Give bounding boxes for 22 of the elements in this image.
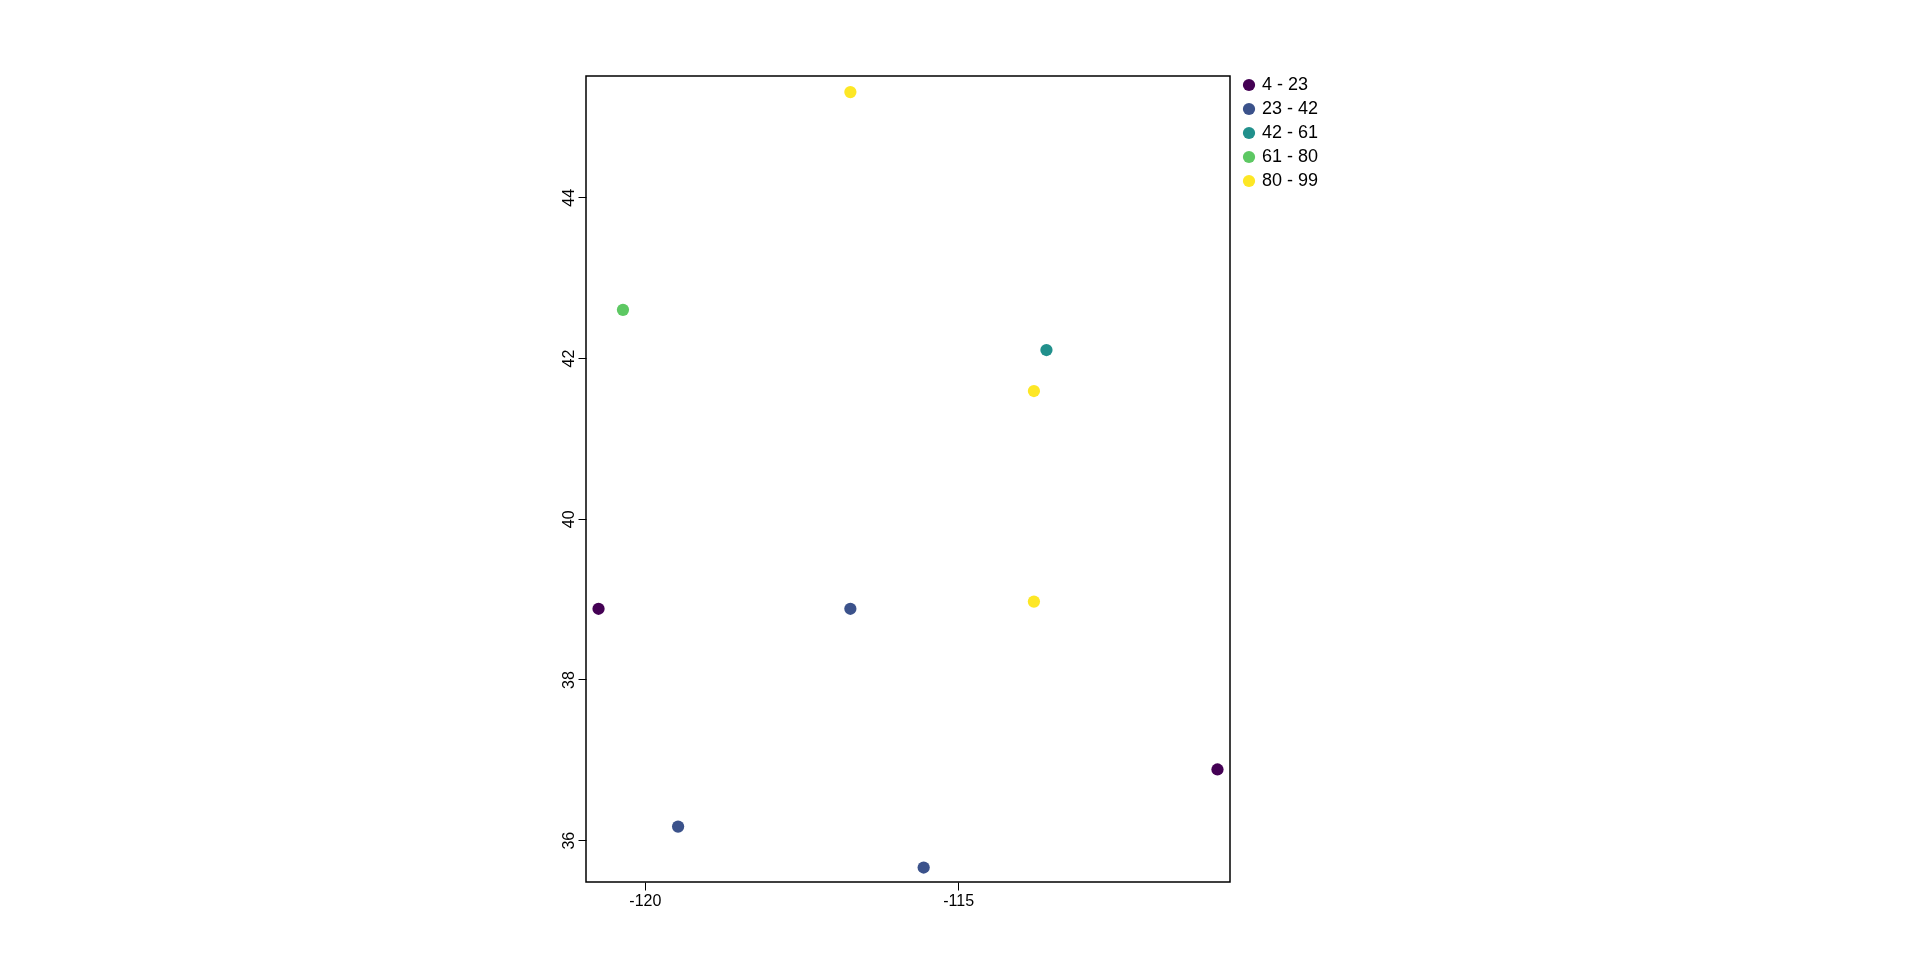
point xyxy=(616,303,630,316)
y-tick-label: 42 xyxy=(559,349,577,368)
point xyxy=(1027,595,1041,608)
point xyxy=(1027,384,1041,398)
x-tick-label: -115 xyxy=(943,891,975,909)
legend-label: 61 - 80 xyxy=(1262,146,1319,166)
point xyxy=(1211,763,1224,776)
legend-label: 42 - 61 xyxy=(1262,122,1319,142)
legend-label: 80 - 99 xyxy=(1262,170,1319,190)
point xyxy=(844,85,857,99)
y-tick-label: 38 xyxy=(559,671,577,689)
point xyxy=(671,820,685,833)
point xyxy=(592,602,605,615)
x-tick-label: -120 xyxy=(629,891,662,909)
legend-label: 23 - 42 xyxy=(1262,98,1319,118)
y-tick-label: 36 xyxy=(559,831,577,850)
point xyxy=(1040,343,1053,357)
y-tick-label: 40 xyxy=(559,510,577,529)
point xyxy=(844,602,857,615)
point xyxy=(917,861,930,874)
y-tick-label: 44 xyxy=(559,188,577,207)
legend-label: 4 - 23 xyxy=(1262,74,1309,94)
